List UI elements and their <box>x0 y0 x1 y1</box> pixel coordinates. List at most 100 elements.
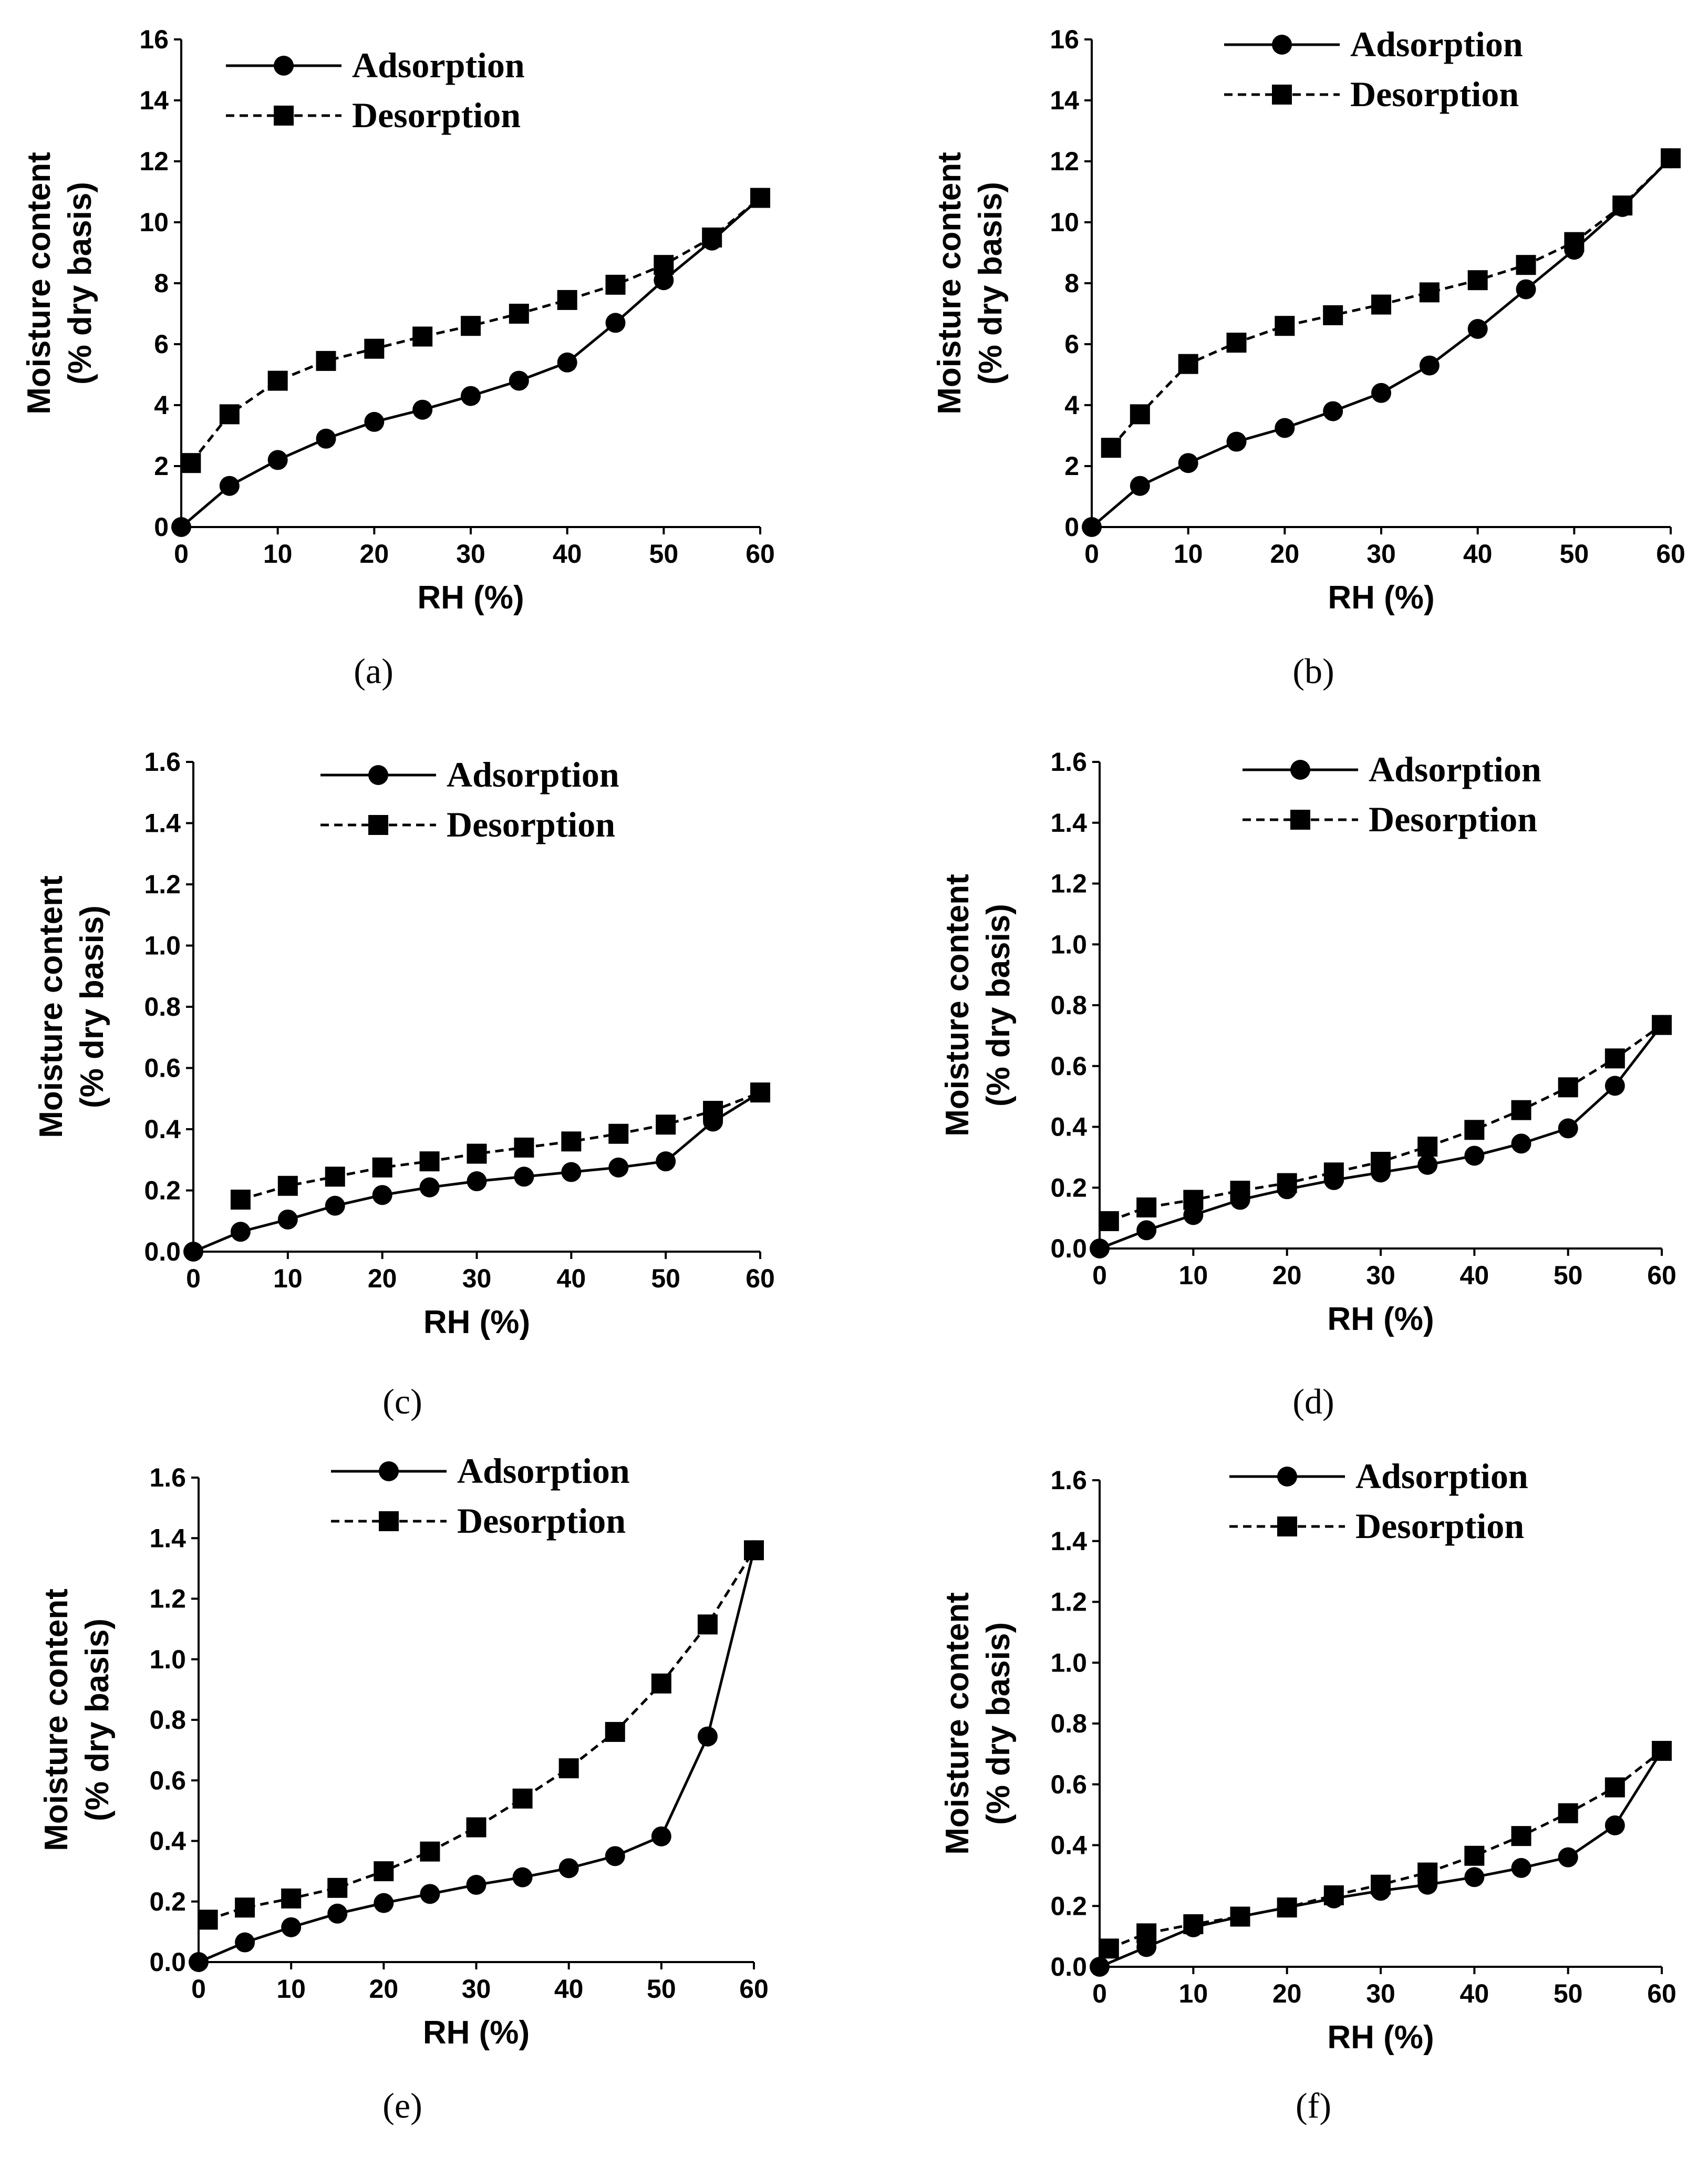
data-point-adsorption <box>1605 1076 1625 1096</box>
y-axis-title: Moisture content (% dry basis) <box>21 152 98 414</box>
x-tick-label: 20 <box>360 539 389 569</box>
data-point-desorption <box>1099 1211 1119 1231</box>
data-point-adsorption <box>654 270 674 291</box>
x-tick-label: 40 <box>554 1974 584 2004</box>
data-point-adsorption <box>189 1952 209 1972</box>
legend-marker-square <box>1277 1516 1297 1536</box>
data-point-adsorption <box>1275 418 1295 438</box>
x-tick-label: 20 <box>1270 539 1300 569</box>
x-tick-label: 60 <box>1647 1979 1676 2008</box>
data-point-desorption <box>558 1758 579 1779</box>
data-point-desorption <box>651 1673 671 1694</box>
x-tick-label: 30 <box>1366 1979 1395 2008</box>
data-point-adsorption <box>1226 431 1247 452</box>
legend-marker-circle <box>1272 35 1292 55</box>
x-tick-label: 20 <box>368 1264 397 1293</box>
y-tick-label: 4 <box>154 390 169 420</box>
x-axis-title: RH (%) <box>423 2015 530 2051</box>
legend-label: Adsorption <box>1355 1456 1528 1496</box>
y-tick-label: 14 <box>1050 86 1079 115</box>
y-tick-label: 1.6 <box>1050 747 1087 777</box>
data-point-desorption <box>235 1897 255 1918</box>
y-tick-label: 1.2 <box>1050 869 1087 899</box>
data-point-adsorption <box>277 1209 298 1230</box>
data-point-desorption <box>514 1137 534 1158</box>
x-tick-label: 40 <box>557 1264 586 1293</box>
data-point-adsorption <box>557 352 577 373</box>
panel-caption: (b) <box>1292 651 1334 691</box>
data-point-desorption <box>1464 1120 1485 1140</box>
chart-panel-f: 0.0 0.2 0.4 0.6 0.8 1.0 1.2 1.4 1.6 0 10 20 30 40 50 60… <box>939 1456 1676 2125</box>
data-point-adsorption <box>316 428 336 449</box>
data-point-desorption <box>557 290 577 310</box>
x-tick-label: 10 <box>1174 539 1203 569</box>
data-point-desorption <box>419 1151 440 1172</box>
x-tick-label: 40 <box>1460 1261 1489 1290</box>
y-axis-title: Moisture content (% dry basis) <box>931 152 1009 414</box>
data-point-adsorption <box>605 1846 625 1866</box>
legend-label: Adsorption <box>447 755 619 794</box>
chart-panel-c: 0.0 0.2 0.4 0.6 0.8 1.0 1.2 1.4 1.6 0 10 20 30 40 50 60… <box>33 747 775 1421</box>
y-tick-label: 1.4 <box>144 809 181 838</box>
x-axis-title: RH (%) <box>423 1304 530 1340</box>
data-point-desorption <box>466 1817 486 1838</box>
data-point-adsorption <box>1558 1118 1578 1139</box>
data-point-adsorption <box>1183 1205 1204 1225</box>
panel-caption: (d) <box>1292 1381 1334 1421</box>
y-axis-title-line: Moisture content <box>38 1588 75 1851</box>
data-point-adsorption <box>419 1177 440 1198</box>
data-point-desorption <box>412 326 433 347</box>
data-point-desorption <box>702 228 722 247</box>
panel-caption: (a) <box>354 651 393 691</box>
data-point-adsorption <box>509 370 529 391</box>
legend-marker-square <box>1290 810 1310 830</box>
data-point-desorption <box>1661 148 1681 169</box>
data-point-adsorption <box>1178 453 1198 473</box>
y-axis-title-line: Moisture content <box>21 152 57 414</box>
y-tick-label: 0.6 <box>149 1766 186 1795</box>
chart-panel-e: 0.0 0.2 0.4 0.6 0.8 1.0 1.2 1.4 1.6 0 10 20 30 40 50 60… <box>38 1451 769 2125</box>
data-point-desorption <box>1183 1190 1204 1210</box>
data-point-desorption <box>509 304 529 324</box>
data-point-adsorption <box>1464 1146 1485 1166</box>
data-point-desorption <box>198 1910 218 1930</box>
data-point-adsorption <box>219 476 240 496</box>
y-tick-label: 0 <box>154 512 169 542</box>
x-tick-label: 50 <box>1554 1261 1583 1290</box>
legend-marker-square <box>1272 85 1292 105</box>
y-axis-title-line: Moisture content <box>939 874 976 1136</box>
data-point-desorption <box>461 316 481 336</box>
data-point-adsorption <box>514 1167 534 1187</box>
x-tick-label: 10 <box>1179 1261 1208 1290</box>
y-tick-label: 0.0 <box>144 1237 181 1266</box>
x-axis-title: RH (%) <box>1327 1301 1434 1337</box>
data-point-adsorption <box>1417 1154 1438 1175</box>
legend-label: Desorption <box>352 95 521 135</box>
legend-label: Adsorption <box>1350 24 1523 64</box>
data-point-desorption <box>327 1877 348 1898</box>
data-point-adsorption <box>558 1858 579 1879</box>
legend-marker-circle <box>379 1461 399 1481</box>
y-axis-title: Moisture content (% dry basis) <box>939 874 1017 1136</box>
y-tick-label: 0.4 <box>1050 1112 1087 1142</box>
data-point-desorption <box>750 1082 770 1103</box>
x-tick-label: 10 <box>276 1974 306 2004</box>
y-axis-title-line: (% dry basis) <box>62 182 98 385</box>
data-point-adsorption <box>267 450 288 470</box>
data-point-adsorption <box>1464 1867 1485 1887</box>
x-tick-label: 60 <box>1656 539 1685 569</box>
y-tick-label: 1.6 <box>1050 1466 1087 1495</box>
data-point-adsorption <box>1323 401 1343 421</box>
x-tick-label: 0 <box>1092 1979 1107 2008</box>
y-tick-label: 0.4 <box>1050 1831 1087 1860</box>
legend-label: Desorption <box>447 804 615 844</box>
data-point-desorption <box>1277 1897 1297 1918</box>
y-tick-label: 2 <box>154 451 169 481</box>
data-point-desorption <box>219 404 240 425</box>
y-axis-title: Moisture content (% dry basis) <box>33 875 110 1138</box>
data-point-adsorption <box>1136 1220 1157 1241</box>
data-point-desorption <box>1417 1862 1438 1883</box>
legend-label: Desorption <box>1350 74 1519 114</box>
x-tick-label: 0 <box>191 1974 206 2004</box>
